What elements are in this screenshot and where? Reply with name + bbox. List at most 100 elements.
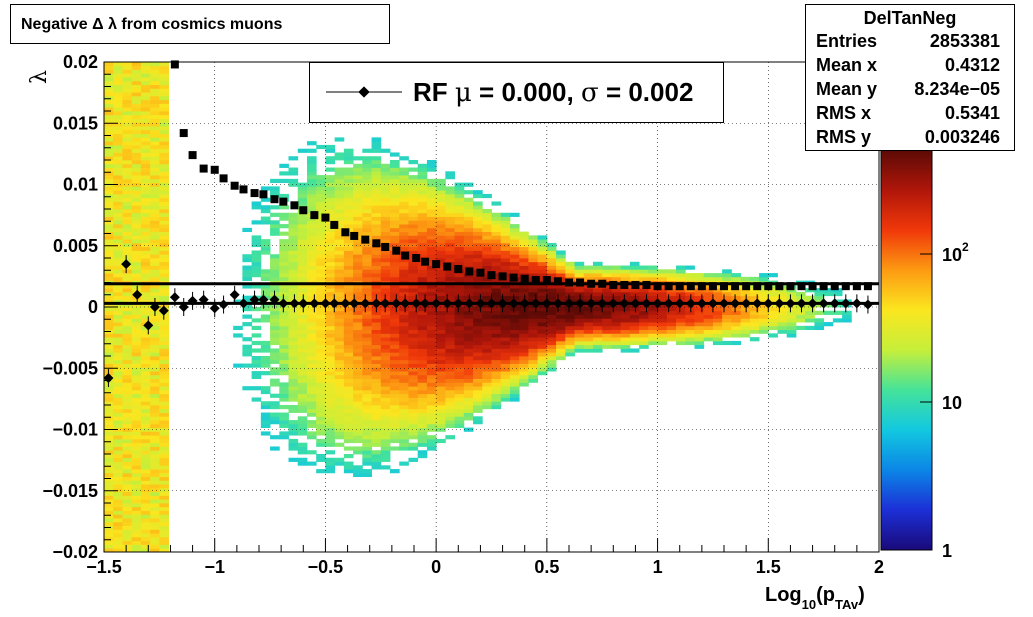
heat-cell (270, 231, 280, 236)
heat-cell (334, 318, 345, 323)
heat-cell (565, 352, 575, 357)
heat-cell (316, 288, 326, 293)
heat-cell (399, 359, 409, 364)
heat-cell (353, 337, 363, 342)
heat-cell (509, 314, 520, 319)
heat-cell (140, 487, 151, 493)
heat-cell (473, 224, 483, 229)
heat-cell (279, 250, 289, 255)
heat-cell (426, 367, 437, 372)
heat-cell (676, 291, 686, 297)
heat-cell (371, 325, 382, 331)
heat-cell (399, 461, 409, 466)
heat-cell (316, 295, 326, 300)
heat-cell (583, 340, 594, 346)
heat-cell (325, 405, 336, 410)
heat-cell (712, 295, 723, 300)
heat-cell (122, 544, 133, 549)
heat-cell (426, 397, 437, 402)
heat-cell (131, 363, 142, 368)
heat-cell (288, 258, 299, 263)
heat-cell (445, 209, 455, 214)
heat-cell (343, 209, 354, 214)
heat-cell (390, 288, 400, 293)
heat-cell (731, 329, 742, 334)
heat-cell (325, 246, 336, 251)
heat-cell (639, 276, 649, 282)
heat-cell (113, 536, 123, 542)
heat-cell (122, 242, 133, 248)
heat-cell (565, 329, 575, 334)
heat-cell (445, 310, 455, 315)
heat-cell (159, 322, 169, 327)
heat-cell (454, 220, 465, 225)
heat-cell (676, 337, 686, 342)
heat-cell (260, 307, 271, 312)
marker-square (620, 280, 629, 289)
heat-cell (722, 288, 732, 293)
heat-cell (657, 295, 668, 300)
heat-cell (574, 325, 585, 331)
heat-cell (509, 359, 520, 364)
marker-diamond (508, 298, 519, 309)
heat-cell (150, 337, 160, 342)
svg-text:Log10(pTAv): Log10(pTAv) (765, 584, 865, 612)
heat-cell (454, 359, 465, 364)
heat-cell (666, 329, 677, 334)
heat-cell (694, 314, 705, 319)
heat-cell (574, 291, 585, 297)
heat-cell (122, 348, 133, 353)
heat-cell (408, 186, 419, 191)
heat-cell (749, 329, 760, 334)
heat-cell (113, 454, 123, 459)
heat-cell (786, 322, 797, 327)
heat-cell (260, 220, 271, 225)
heat-cell (159, 77, 169, 82)
heat-cell (104, 69, 114, 74)
heat-cell (140, 261, 151, 266)
heat-cell (390, 163, 400, 168)
heat-cell (380, 310, 391, 315)
heat-cell (325, 397, 336, 402)
heat-cell (482, 359, 492, 364)
heat-cell (390, 152, 400, 157)
heat-cell (436, 299, 446, 304)
heat-cell (343, 446, 354, 451)
heat-cell (500, 291, 511, 297)
heat-cell (104, 77, 114, 82)
heat-cell (408, 420, 419, 425)
heat-cell (150, 99, 160, 104)
heat-cell (390, 220, 400, 225)
heat-cell (463, 239, 474, 244)
heat-cell (316, 186, 326, 191)
heat-cell (334, 246, 345, 251)
heat-cell (390, 197, 400, 202)
heat-cell (371, 363, 382, 368)
heat-cell (380, 235, 391, 240)
heat-cell (316, 352, 326, 357)
heat-cell (537, 299, 548, 304)
heat-cell (556, 356, 566, 361)
heat-cell (288, 374, 299, 380)
heat-cell (362, 340, 372, 346)
heat-cell (279, 363, 289, 368)
heat-cell (399, 340, 409, 346)
heat-cell (473, 340, 483, 346)
heat-cell (417, 427, 428, 432)
heat-cell (316, 227, 326, 233)
heat-cell (353, 397, 363, 402)
marker-square (542, 276, 551, 285)
heat-cell (500, 235, 511, 240)
heat-cell (159, 461, 169, 466)
marker-diamond (400, 298, 411, 309)
heat-cell (777, 314, 788, 319)
heat-cell (380, 175, 391, 180)
marker-square (454, 265, 463, 274)
heat-cell (306, 431, 317, 436)
heat-cell (122, 476, 133, 481)
heat-cell (408, 318, 419, 323)
heat-cell (380, 386, 391, 391)
heat-cell (473, 352, 483, 357)
heat-cell (694, 344, 705, 349)
heat-cell (463, 393, 474, 398)
